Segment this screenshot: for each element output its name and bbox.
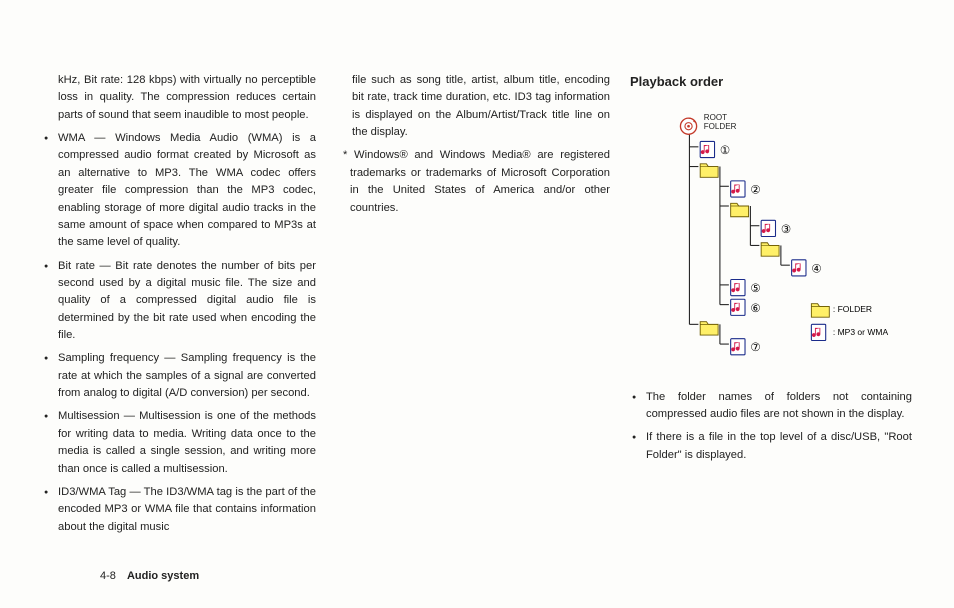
list-item: The folder names of folders not containi…	[630, 389, 912, 424]
svg-text:⑤: ⑤	[750, 282, 760, 295]
svg-text:: MP3 or WMA: : MP3 or WMA	[833, 327, 889, 337]
svg-text:: FOLDER: : FOLDER	[833, 304, 872, 314]
svg-text:ROOT: ROOT	[704, 113, 727, 122]
trademark-note: * Windows® and Windows Media® are regist…	[336, 147, 610, 216]
svg-text:FOLDER: FOLDER	[704, 122, 737, 131]
page-number: 4-8	[100, 570, 116, 582]
playback-notes: The folder names of folders not containi…	[630, 389, 912, 464]
column-2: file such as song title, artist, album t…	[336, 72, 610, 552]
playback-order-heading: Playback order	[630, 72, 912, 92]
column-3: Playback order ① ② ③ ④ ⑤ ⑥ ⑦ ROOTFOLDER : FOLDER…	[630, 72, 912, 552]
svg-text:①: ①	[720, 144, 730, 157]
list-item: Multisession — Multisession is one of th…	[42, 408, 316, 477]
list-item: ID3/WMA Tag — The ID3/WMA tag is the par…	[42, 484, 316, 536]
list-item: WMA — Windows Media Audio (WMA) is a com…	[42, 130, 316, 252]
continuation-paragraph: file such as song title, artist, album t…	[336, 72, 610, 141]
list-item: If there is a file in the top level of a…	[630, 429, 912, 464]
page-footer: 4-8 Audio system	[100, 570, 199, 582]
definition-list: WMA — Windows Media Audio (WMA) is a com…	[42, 130, 316, 536]
list-item: Bit rate — Bit rate denotes the number o…	[42, 258, 316, 345]
list-item: Sampling frequency — Sampling frequency …	[42, 350, 316, 402]
svg-text:④: ④	[811, 262, 821, 275]
column-1: kHz, Bit rate: 128 kbps) with virtually …	[42, 72, 316, 552]
svg-text:②: ②	[750, 184, 760, 197]
intro-paragraph: kHz, Bit rate: 128 kbps) with virtually …	[42, 72, 316, 124]
svg-text:⑥: ⑥	[750, 302, 760, 315]
svg-text:③: ③	[781, 223, 791, 236]
playback-order-diagram: ① ② ③ ④ ⑤ ⑥ ⑦ ROOTFOLDER : FOLDER : MP3 or WMA	[630, 102, 912, 362]
section-name: Audio system	[127, 570, 199, 582]
svg-text:⑦: ⑦	[750, 341, 760, 354]
